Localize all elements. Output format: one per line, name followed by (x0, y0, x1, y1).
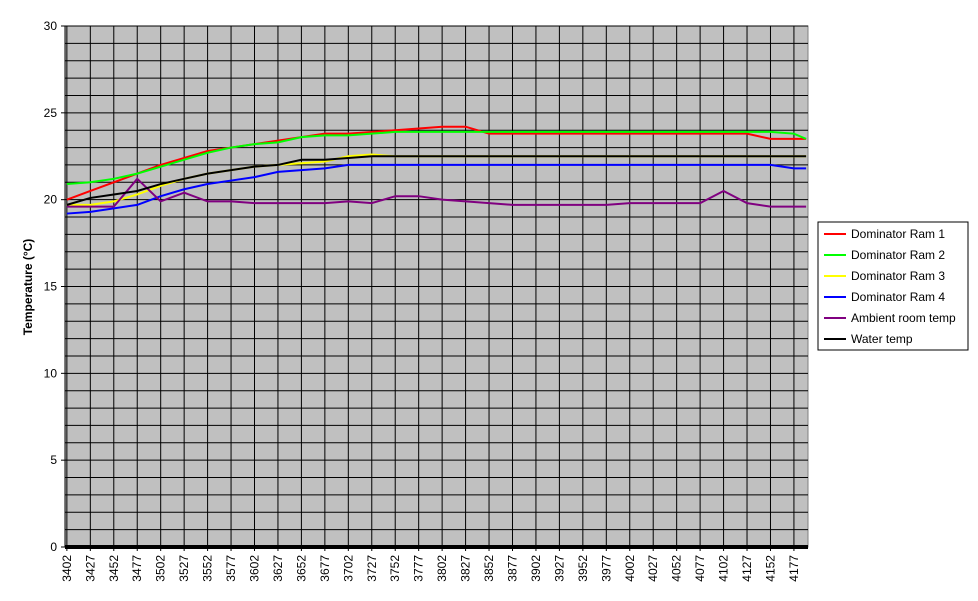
x-tick-label: 3977 (599, 555, 613, 582)
x-tick-label: 3802 (435, 555, 449, 582)
x-tick-label: 3902 (529, 555, 543, 582)
x-tick-label: 3827 (459, 555, 473, 582)
legend-label: Ambient room temp (851, 311, 956, 325)
x-tick-label: 3702 (341, 555, 355, 582)
y-axis-label: Temperature (°C) (21, 239, 35, 336)
series-line (66, 130, 807, 186)
x-tick-label: 3652 (294, 555, 308, 582)
legend-label: Dominator Ram 3 (851, 269, 945, 283)
legend-label: Dominator Ram 1 (851, 227, 945, 241)
x-tick-label: 3427 (83, 555, 97, 582)
x-tick-label: 4102 (717, 555, 731, 582)
x-tick-label: 3877 (505, 555, 519, 582)
legend-label: Dominator Ram 4 (851, 290, 945, 304)
y-tick-label: 15 (44, 280, 58, 294)
x-tick-label: 3727 (365, 555, 379, 582)
x-tick-label: 3477 (130, 555, 144, 582)
x-tick-label: 3527 (177, 555, 191, 582)
x-tick-label: 4127 (740, 555, 754, 582)
series-line (66, 125, 807, 201)
y-tick-label: 20 (44, 193, 58, 207)
x-tick-label: 3577 (224, 555, 238, 582)
y-tick-label: 0 (50, 540, 57, 554)
x-tick-label: 3852 (482, 555, 496, 582)
x-tick-label: 3952 (576, 555, 590, 582)
y-tick-label: 25 (44, 106, 58, 120)
x-tick-label: 3927 (552, 555, 566, 582)
y-tick-label: 5 (50, 453, 57, 467)
x-tick-label: 3452 (107, 555, 121, 582)
y-tick-label: 30 (44, 19, 58, 33)
x-tick-label: 3677 (318, 555, 332, 582)
x-tick-label: 3602 (248, 555, 262, 582)
x-tick-label: 3752 (388, 555, 402, 582)
x-tick-label: 4152 (763, 555, 777, 582)
x-tick-label: 3552 (201, 555, 215, 582)
x-tick-label: 3777 (412, 555, 426, 582)
x-tick-label: 3627 (271, 555, 285, 582)
legend-label: Dominator Ram 2 (851, 248, 945, 262)
series-line (66, 155, 807, 206)
x-tick-label: 4002 (623, 555, 637, 582)
x-tick-label: 4077 (693, 555, 707, 582)
series-line (66, 177, 807, 208)
x-tick-label: 4027 (646, 555, 660, 582)
legend-box (817, 221, 969, 351)
series-line (66, 163, 807, 215)
x-tick-label: 4052 (670, 555, 684, 582)
x-tick-label: 4177 (787, 555, 801, 582)
x-tick-label: 3502 (154, 555, 168, 582)
y-tick-label: 10 (44, 366, 58, 380)
x-tick-label: 3402 (60, 555, 74, 582)
legend-label: Water temp (851, 332, 913, 346)
